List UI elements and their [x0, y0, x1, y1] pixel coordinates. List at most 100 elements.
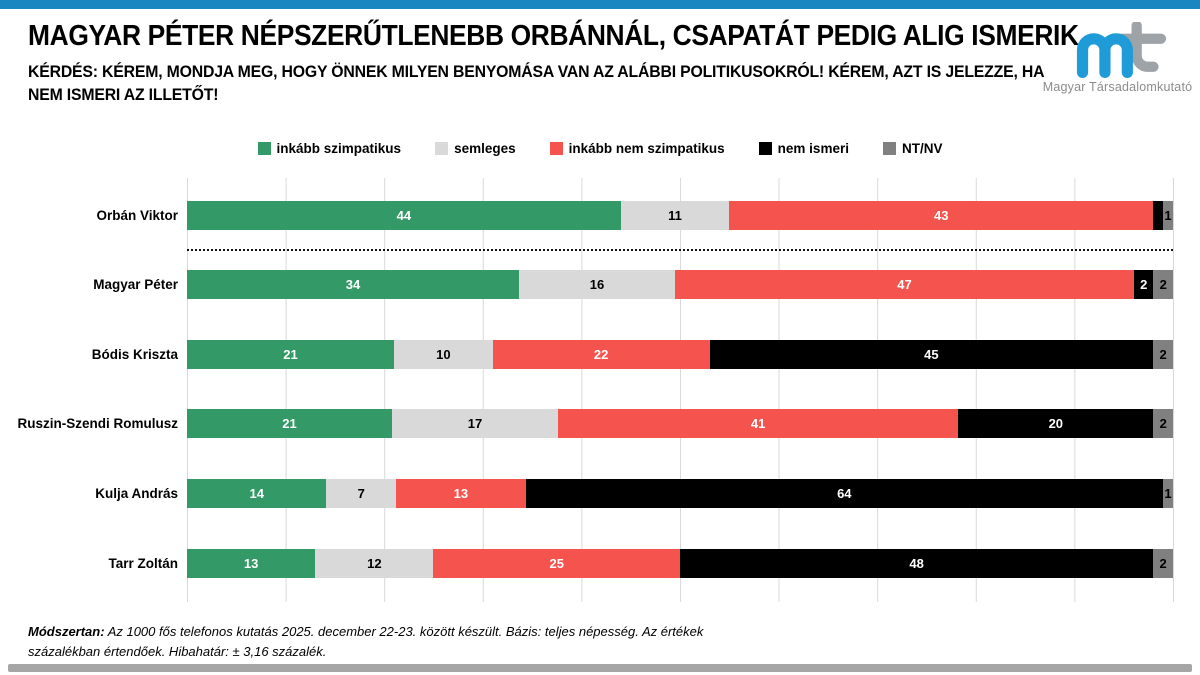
bar-segment: 34 [187, 270, 519, 299]
chart-legend: inkább szimpatikus semleges inkább nem szi… [0, 141, 1200, 156]
bar-segment: 47 [675, 270, 1134, 299]
bar-segment: 45 [709, 340, 1154, 369]
bar-segment-label: 14 [249, 486, 264, 501]
bar-segment: 44 [187, 201, 621, 230]
legend-label: nem ismeri [777, 141, 849, 156]
logo-caption: Magyar Társadalomkutató [1042, 80, 1193, 94]
separator-dotted-line [187, 249, 1173, 251]
bar-segment: 2 [1153, 340, 1173, 369]
methodology-line-1: Módszertan: Az 1000 fős telefonos kutatá… [28, 622, 703, 642]
bar-segment: 13 [396, 479, 526, 508]
legend-label: inkább szimpatikus [276, 141, 402, 156]
bar-segment: 41 [557, 409, 959, 438]
legend-label: inkább nem szimpatikus [568, 141, 725, 156]
legend-item: nem ismeri [758, 141, 849, 156]
bar-segment: 17 [392, 409, 558, 438]
bar-segment-label: 44 [396, 208, 412, 223]
bar-row: 13 12 25 48 2 [187, 549, 1173, 578]
bar-segment [1153, 201, 1164, 230]
legend-swatch-icon [549, 142, 563, 155]
bar-segment-label: 34 [345, 277, 361, 292]
bar-segment-label: 1 [1164, 208, 1172, 223]
legend-swatch-icon [257, 142, 271, 155]
page-subtitle: KÉRDÉS: KÉREM, MONDJA MEG, HOGY ÖNNEK MI… [28, 60, 1045, 106]
bar-segment-label: 11 [668, 208, 682, 223]
bar-segment: 2 [1133, 270, 1154, 299]
category-label: Magyar Péter [93, 277, 178, 292]
bar-segment: 1 [1163, 201, 1173, 230]
bar-segment-label: 21 [283, 347, 298, 362]
legend-item: semleges [435, 141, 516, 156]
bar-segment: 21 [187, 340, 395, 369]
bar-segment-label: 2 [1159, 347, 1167, 362]
methodology-label: Módszertan: [28, 624, 105, 639]
bar-segment-label: 2 [1159, 277, 1167, 292]
bar-row: 14 7 13 64 1 [187, 479, 1173, 508]
bar-segment-label: 13 [453, 486, 469, 501]
plot-area: 44 11 43 1 34 16 47 2 2 21 10 22 45 2 21 17 41 20 2 14 7 13 64… [187, 178, 1174, 602]
legend-label: semleges [454, 141, 516, 156]
legend-item: NT/NV [882, 141, 943, 156]
bar-segment: 22 [492, 340, 710, 369]
bar-segment-label: 2 [1159, 556, 1167, 571]
legend-item: inkább szimpatikus [257, 141, 402, 156]
bar-segment: 43 [729, 201, 1154, 230]
bar-segment-label: 43 [934, 208, 949, 223]
bar-segment: 10 [394, 340, 493, 369]
category-label: Ruszin-Szendi Romulusz [17, 416, 178, 431]
bar-segment: 25 [433, 549, 680, 578]
bar-segment-label: 2 [1159, 416, 1167, 431]
legend-label: NT/NV [901, 141, 943, 156]
bar-row: 34 16 47 2 2 [187, 270, 1173, 299]
bar-segment-label: 10 [436, 347, 451, 362]
bar-segment-label: 45 [924, 347, 939, 362]
subtitle-line-1: KÉRDÉS: KÉREM, MONDJA MEG, HOGY ÖNNEK MI… [28, 62, 1045, 81]
category-label: Bódis Kriszta [91, 347, 178, 362]
bar-segment-label: 20 [1048, 416, 1064, 431]
bar-segment-label: 22 [593, 347, 609, 362]
subtitle-line-2: NEM ISMERI AZ ILLETŐT! [28, 85, 219, 104]
bar-segment-label: 64 [837, 486, 852, 501]
bar-row: 21 10 22 45 2 [187, 340, 1173, 369]
bar-segment-label: 12 [367, 556, 382, 571]
bar-segment: 16 [518, 270, 676, 299]
bar-segment: 1 [1163, 479, 1173, 508]
logo-letter-m [1076, 33, 1133, 78]
bar-segment-label: 16 [589, 277, 605, 292]
category-label: Kulja András [95, 486, 178, 501]
legend-swatch-icon [758, 142, 772, 155]
legend-swatch-icon [435, 142, 449, 155]
bar-segment: 14 [187, 479, 327, 508]
bar-segment: 2 [1153, 549, 1173, 578]
bottom-accent-bar [8, 664, 1192, 672]
bar-segment: 2 [1153, 409, 1173, 438]
methodology-text-1: Az 1000 fős telefonos kutatás 2025. dece… [104, 624, 704, 639]
bar-segment: 12 [315, 549, 434, 578]
bar-segment: 11 [620, 201, 730, 230]
bar-segment: 21 [187, 409, 392, 438]
bar-segment: 7 [326, 479, 397, 508]
bar-segment-label: 13 [243, 556, 259, 571]
bar-segment-label: 25 [549, 556, 564, 571]
bar-row: 21 17 41 20 2 [187, 409, 1173, 438]
methodology-line-2: százalékban értendőek. Hibahatár: ± 3,16… [28, 644, 327, 659]
bar-segment-label: 17 [467, 416, 483, 431]
bar-segment: 48 [679, 549, 1154, 578]
bar-segment: 20 [958, 409, 1154, 438]
category-label: Orbán Viktor [96, 208, 178, 223]
bar-segment-label: 21 [282, 416, 297, 431]
bar-segment: 64 [525, 479, 1163, 508]
bar-segment: 2 [1153, 270, 1173, 299]
legend-item: inkább nem szimpatikus [549, 141, 725, 156]
bar-segment-label: 47 [897, 277, 912, 292]
bar-segment: 13 [187, 549, 316, 578]
legend-swatch-icon [882, 142, 896, 155]
bar-segment-label: 41 [750, 416, 766, 431]
top-accent-bar [0, 0, 1200, 9]
bar-segment-label: 2 [1140, 277, 1148, 292]
logo: Magyar Társadalomkutató [1035, 22, 1200, 97]
bar-segment-label: 7 [357, 486, 365, 501]
page-title: MAGYAR PÉTER NÉPSZERŰTLENEBB ORBÁNNÁL, C… [28, 20, 1079, 52]
bar-segment-label: 48 [909, 556, 924, 571]
